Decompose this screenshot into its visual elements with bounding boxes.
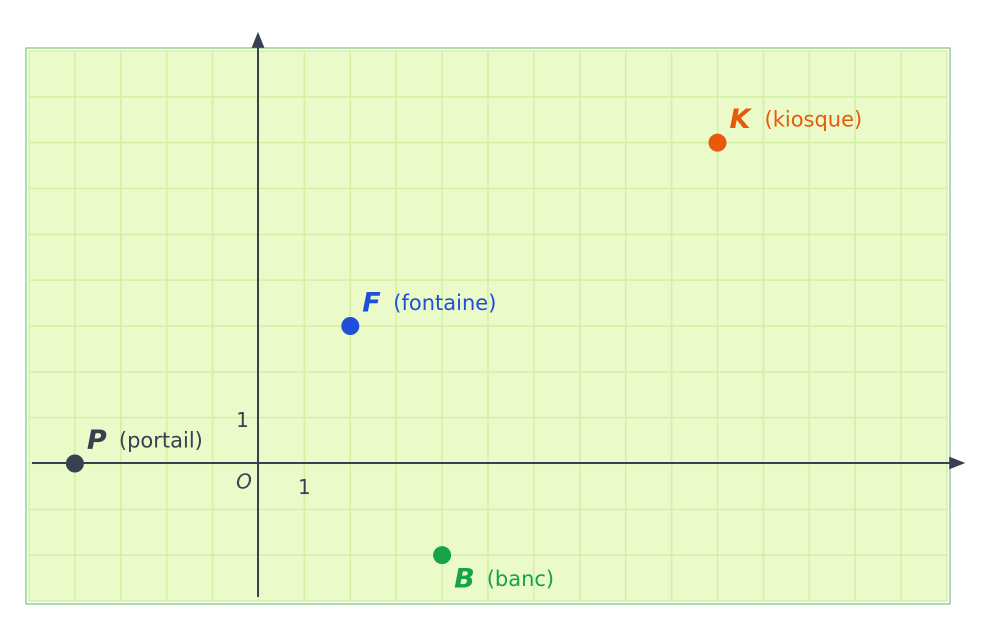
- point-note: (kiosque): [765, 108, 863, 132]
- point-name: B: [454, 564, 475, 595]
- point: [341, 317, 360, 335]
- plot-border: [25, 47, 951, 605]
- point-note: (fontaine): [393, 291, 496, 315]
- point-name: P: [87, 425, 107, 456]
- point: [708, 133, 727, 152]
- point: [433, 546, 452, 565]
- point: [65, 454, 84, 473]
- point-name: F: [362, 288, 381, 319]
- point-note: (banc): [487, 567, 554, 591]
- y-tick-label: 1: [236, 408, 249, 432]
- point-note: (portail): [119, 429, 203, 453]
- origin-label: O: [236, 470, 252, 494]
- x-tick-label: 1: [298, 475, 311, 499]
- point-name: K: [730, 104, 753, 135]
